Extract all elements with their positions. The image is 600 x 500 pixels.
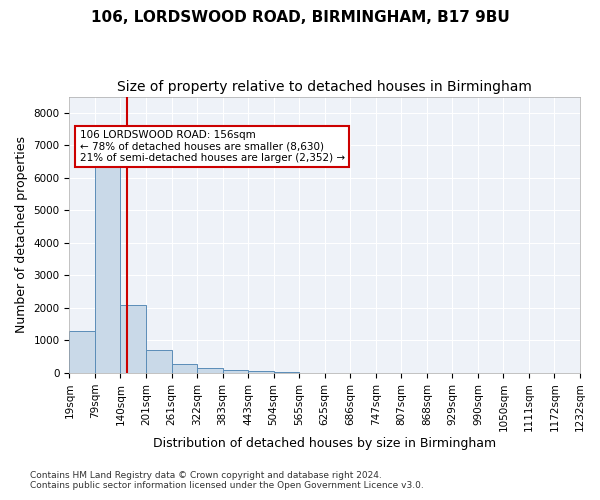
Bar xyxy=(248,371,274,373)
Bar xyxy=(95,158,121,373)
Bar xyxy=(172,364,197,373)
Text: 106, LORDSWOOD ROAD, BIRMINGHAM, B17 9BU: 106, LORDSWOOD ROAD, BIRMINGHAM, B17 9BU xyxy=(91,10,509,25)
Bar xyxy=(70,330,95,373)
Text: 106 LORDSWOOD ROAD: 156sqm
← 78% of detached houses are smaller (8,630)
21% of s: 106 LORDSWOOD ROAD: 156sqm ← 78% of deta… xyxy=(80,130,345,163)
Bar xyxy=(121,304,146,373)
Bar xyxy=(146,350,172,373)
X-axis label: Distribution of detached houses by size in Birmingham: Distribution of detached houses by size … xyxy=(153,437,496,450)
Y-axis label: Number of detached properties: Number of detached properties xyxy=(15,136,28,334)
Text: Contains HM Land Registry data © Crown copyright and database right 2024.
Contai: Contains HM Land Registry data © Crown c… xyxy=(30,470,424,490)
Bar xyxy=(197,368,223,373)
Bar xyxy=(223,370,248,373)
Bar xyxy=(274,372,299,373)
Title: Size of property relative to detached houses in Birmingham: Size of property relative to detached ho… xyxy=(117,80,532,94)
